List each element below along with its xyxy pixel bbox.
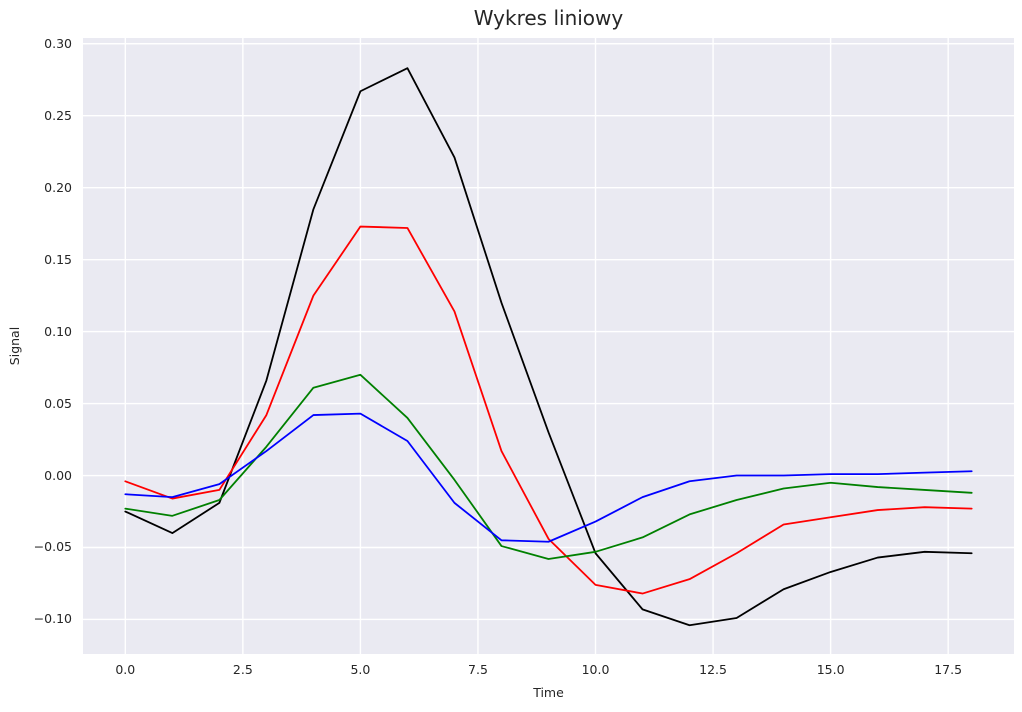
y-tick-label: 0.30 [44,35,72,51]
line-series-blue [124,412,973,543]
x-tick-label: 7.5 [468,662,488,677]
x-tick-label: 2.5 [232,662,253,677]
y-tick-label: 0.10 [44,323,72,339]
y-tick-label: 0.25 [44,107,72,123]
chart-title: Wykres liniowy [473,6,624,30]
x-axis-label: Time [533,685,564,700]
line-series-red [124,225,973,595]
y-tick-label: −0.10 [33,611,72,627]
line-series-green [124,373,973,560]
plot-area [83,38,1014,654]
y-tick-label: 0.05 [44,395,72,411]
y-tick-label: −0.05 [33,539,72,555]
x-tick-label: 15.0 [816,662,845,677]
y-tick-label: 0.20 [44,179,72,195]
plot-background [83,38,1014,654]
y-axis-label: Signal [7,326,22,366]
y-tick-label: 0.15 [44,251,72,267]
y-tick-label: 0.00 [44,467,72,483]
line-series-black [124,67,973,627]
x-tick-label: 10.0 [581,662,610,677]
x-tick-label: 17.5 [934,662,963,677]
x-tick-label: 0.0 [115,662,136,677]
x-tick-label: 12.5 [699,662,727,677]
x-tick-label: 5.0 [350,662,371,677]
